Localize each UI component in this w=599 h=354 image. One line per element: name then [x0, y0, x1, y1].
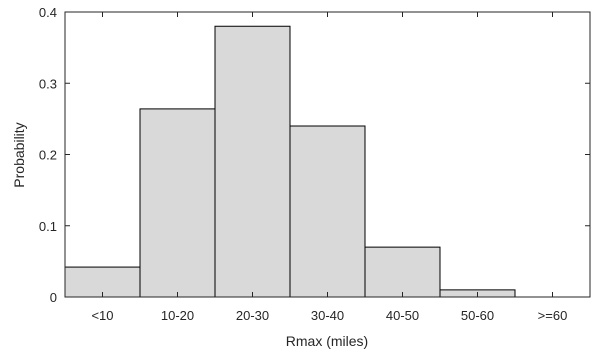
x-tick-label: 50-60 [461, 308, 494, 323]
x-tick-label: 10-20 [161, 308, 194, 323]
y-tick-label: 0.1 [39, 219, 57, 234]
x-tick-label: 30-40 [311, 308, 344, 323]
bar-4 [364, 246, 441, 298]
x-axis-title: Rmax (miles) [286, 333, 368, 349]
y-tick-label: 0.3 [39, 76, 57, 91]
x-tick-label: <10 [91, 308, 113, 323]
bar-2 [214, 25, 291, 298]
y-tick-label: 0.2 [39, 148, 57, 163]
x-tick-label: 20-30 [236, 308, 269, 323]
x-tick-label: 40-50 [386, 308, 419, 323]
bars-group [64, 25, 516, 298]
y-axis-title: Probability [11, 122, 27, 187]
y-tick-label: 0.4 [39, 5, 57, 20]
x-tick-label: >=60 [538, 308, 568, 323]
bar-3 [289, 125, 366, 298]
ticks-group: 0 0.1 0.2 0.3 0.4 <10 10-20 20-30 30-40 40-50 50-6… [39, 5, 590, 323]
bar-1 [139, 108, 216, 298]
y-tick-label: 0 [50, 290, 57, 305]
